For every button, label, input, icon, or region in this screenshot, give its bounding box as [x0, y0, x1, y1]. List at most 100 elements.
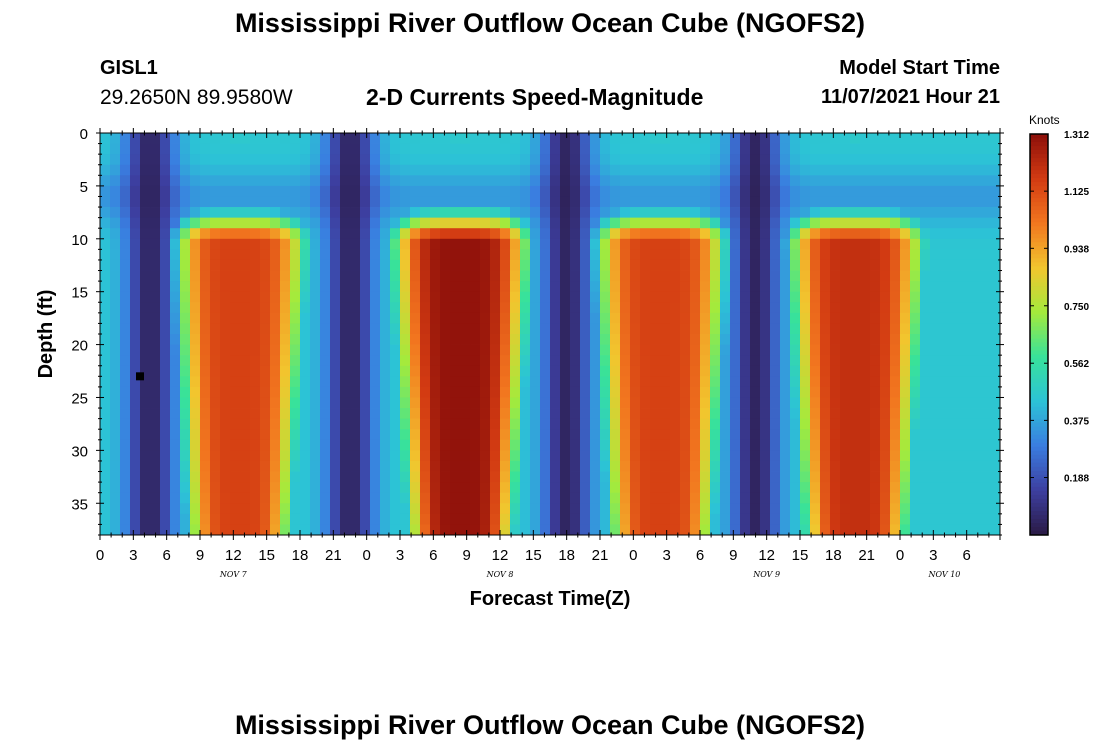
heatmap-cell — [840, 175, 851, 187]
x-tick-label: 18 — [825, 547, 842, 564]
heatmap-cell — [330, 196, 341, 208]
heatmap-cell — [850, 408, 861, 420]
heatmap-cell — [430, 207, 441, 219]
heatmap-cell — [370, 471, 381, 483]
heatmap-cell — [990, 259, 1001, 271]
heatmap-cell — [940, 154, 951, 166]
heatmap-cell — [260, 175, 271, 187]
heatmap-cell — [590, 503, 601, 515]
heatmap-cell — [270, 355, 281, 367]
heatmap-cell — [170, 196, 181, 208]
heatmap-cell — [890, 175, 901, 187]
heatmap-cell — [490, 471, 501, 483]
heatmap-cell — [850, 217, 861, 229]
heatmap-cell — [990, 270, 1001, 282]
heatmap-cell — [910, 344, 921, 356]
heatmap-cell — [380, 450, 391, 462]
heatmap-cell — [790, 207, 801, 219]
heatmap-cell — [310, 238, 321, 250]
heatmap-cell — [740, 376, 751, 388]
heatmap-cell — [300, 228, 311, 240]
colorbar-step — [1030, 422, 1048, 428]
heatmap-cell — [790, 175, 801, 187]
heatmap-cell — [370, 185, 381, 197]
x-tick-label: 6 — [429, 547, 437, 564]
heatmap-cell — [330, 164, 341, 176]
heatmap-cell — [280, 418, 291, 430]
heatmap-cell — [740, 460, 751, 472]
heatmap-cell — [190, 281, 201, 293]
heatmap-cell — [560, 439, 571, 451]
heatmap-cell — [930, 418, 941, 430]
heatmap-cell — [720, 344, 731, 356]
heatmap-cell — [320, 175, 331, 187]
heatmap-cell — [400, 397, 411, 409]
heatmap-cell — [480, 270, 491, 282]
heatmap-cell — [330, 228, 341, 240]
heatmap-cell — [410, 185, 421, 197]
colorbar-unit-label: Knots — [1029, 113, 1060, 127]
heatmap-cell — [730, 154, 741, 166]
heatmap-cell — [190, 503, 201, 515]
heatmap-cell — [860, 133, 871, 144]
heatmap-cell — [200, 228, 211, 240]
heatmap-cell — [990, 133, 1001, 144]
heatmap-cell — [760, 164, 771, 176]
heatmap-cell — [780, 482, 791, 494]
heatmap-cell — [890, 355, 901, 367]
heatmap-cell — [120, 365, 131, 377]
heatmap-cell — [340, 386, 351, 398]
heatmap-cell — [260, 355, 271, 367]
heatmap-cell — [630, 460, 641, 472]
heatmap-cell — [550, 450, 561, 462]
heatmap-cell — [110, 418, 121, 430]
heatmap-cell — [630, 185, 641, 197]
heatmap-cell — [470, 217, 481, 229]
heatmap-cell — [820, 143, 831, 155]
heatmap-cell — [470, 249, 481, 261]
heatmap-cell — [280, 344, 291, 356]
heatmap-cell — [950, 471, 961, 483]
colorbar-step — [1030, 258, 1048, 263]
heatmap-cell — [490, 482, 501, 494]
heatmap-cell — [630, 376, 641, 388]
heatmap-cell — [710, 302, 721, 314]
heatmap-cell — [970, 397, 981, 409]
heatmap-cell — [180, 312, 191, 324]
heatmap-cell — [440, 418, 451, 430]
heatmap-cell — [640, 344, 651, 356]
heatmap-cell — [710, 450, 721, 462]
heatmap-cell — [180, 376, 191, 388]
heatmap-cell — [880, 439, 891, 451]
heatmap-cell — [630, 492, 641, 504]
heatmap-cell — [440, 355, 451, 367]
heatmap-cell — [260, 217, 271, 229]
heatmap-cell — [430, 418, 441, 430]
heatmap-cell — [940, 207, 951, 219]
heatmap-cell — [660, 281, 671, 293]
heatmap-cell — [670, 397, 681, 409]
heatmap-cell — [930, 334, 941, 345]
heatmap-cell — [210, 133, 221, 144]
heatmap-cell — [620, 249, 631, 261]
heatmap-cell — [820, 196, 831, 208]
heatmap-cell — [460, 281, 471, 293]
heatmap-cell — [560, 196, 571, 208]
heatmap-cell — [330, 175, 341, 187]
heatmap-cell — [110, 175, 121, 187]
heatmap-cell — [490, 323, 501, 335]
heatmap-cell — [710, 270, 721, 282]
heatmap-cell — [910, 408, 921, 420]
heatmap-cell — [230, 334, 241, 345]
heatmap-cell — [330, 439, 341, 451]
heatmap-cell — [690, 524, 701, 536]
heatmap-cell — [310, 291, 321, 303]
heatmap-cell — [580, 460, 591, 472]
heatmap-cell — [770, 154, 781, 166]
heatmap-cell — [340, 217, 351, 229]
heatmap-cell — [190, 133, 201, 144]
heatmap-cell — [550, 460, 561, 472]
heatmap-cell — [440, 312, 451, 324]
heatmap-cell — [690, 334, 701, 345]
heatmap-cell — [820, 418, 831, 430]
